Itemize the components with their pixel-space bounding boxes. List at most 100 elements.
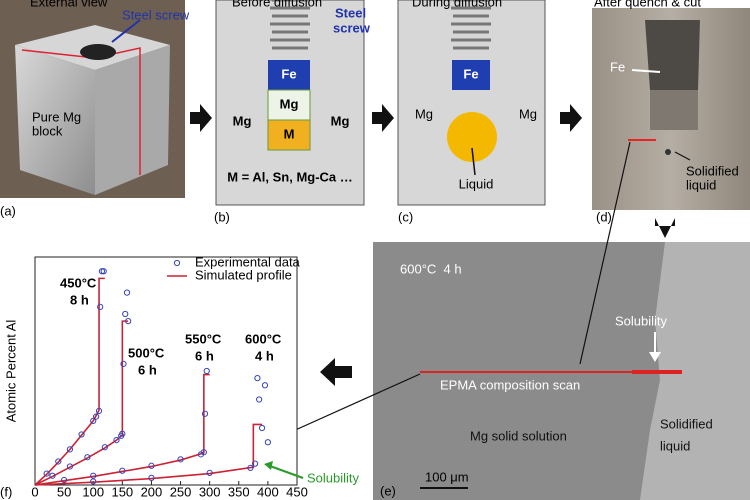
annotation: Solubility	[615, 313, 668, 328]
y-axis-label: Atomic Percent Al	[3, 320, 18, 423]
plot-area	[34, 256, 298, 486]
experimental-point	[61, 476, 68, 484]
m-layer	[267, 119, 311, 151]
region-label: Mg	[519, 106, 537, 121]
experimental-point	[93, 413, 100, 420]
experimental-point	[125, 318, 132, 325]
experimental-point	[254, 375, 261, 382]
panel-title: After quench & cut	[594, 0, 701, 9]
annotation: block	[32, 123, 63, 138]
panel-label: (f)	[0, 484, 12, 499]
cube-left	[15, 45, 95, 195]
series-label: 600°C	[245, 331, 282, 346]
caption: M = Al, Sn, Mg-Ca …	[227, 169, 353, 184]
red-line	[21, 47, 141, 175]
layer-label: M	[284, 126, 295, 141]
flow-arrow	[372, 104, 394, 132]
x-tick-label: 100	[82, 484, 104, 499]
steel-screw	[80, 44, 116, 60]
experimental-point	[251, 460, 259, 467]
annotation-arrow	[269, 465, 304, 479]
simulated-profile	[34, 277, 105, 486]
annotation: Solubility	[307, 470, 360, 485]
experimental-point	[206, 469, 213, 476]
connector	[281, 373, 421, 437]
chart: 0 50 100 150 200 250 300 350 400 450 Atomic Percen…	[0, 254, 360, 499]
screw-thread	[451, 0, 491, 50]
experimental-point	[120, 360, 127, 367]
experimental-point	[247, 464, 254, 471]
cube-right	[95, 45, 170, 195]
simulated-profile	[34, 373, 210, 486]
experimental-point	[261, 382, 269, 389]
panel-label: (b)	[214, 209, 230, 224]
series-label: 550°C	[185, 331, 222, 346]
experimental-point	[55, 458, 62, 465]
annotation: Steel	[335, 5, 366, 20]
flow-arrow	[190, 104, 212, 132]
panel-label: (a)	[0, 203, 16, 218]
series-label: 4 h	[255, 348, 274, 363]
annotation: Liquid	[459, 176, 494, 191]
x-tick-label: 250	[170, 484, 192, 499]
panel-c: Fe Liquid Mg Mg During diffusion (c)	[397, 0, 546, 224]
series-label: 6 h	[138, 362, 157, 377]
arrow-head	[649, 352, 661, 362]
series-label: 8 h	[70, 292, 89, 307]
panel-title: Before diffusion	[232, 0, 322, 9]
experimental-point	[201, 410, 209, 417]
annotation: EPMA composition scan	[440, 377, 580, 392]
region-label: Mg solid solution	[470, 428, 567, 443]
annotation: Solidified	[686, 163, 739, 178]
experimental-point	[97, 303, 104, 310]
region-label: Mg	[415, 106, 433, 121]
simulated-profile	[34, 320, 129, 486]
experimental-point	[95, 407, 103, 414]
experimental-point	[78, 431, 85, 438]
experimental-point	[122, 310, 129, 318]
x-tick-label: 350	[228, 484, 250, 499]
flow-arrow	[320, 358, 352, 386]
flow-arrow	[560, 104, 582, 132]
x-tick-label: 450	[286, 484, 308, 499]
fe-layer	[268, 60, 310, 90]
panel-title: During diffusion	[412, 0, 502, 9]
x-tick-label: 200	[141, 484, 163, 499]
flow-arrow	[655, 218, 675, 238]
arrow	[111, 19, 141, 43]
panel-label: (c)	[398, 209, 413, 224]
experimental-point	[148, 474, 155, 481]
experimental-point	[119, 467, 126, 474]
legend-label: Simulated profile	[195, 267, 292, 282]
connector	[579, 141, 631, 365]
legend-label: Experimental data	[195, 254, 301, 269]
x-tick-label: 300	[199, 484, 221, 499]
x-tick-label: 0	[31, 484, 38, 499]
block	[397, 0, 546, 206]
experimental-point	[90, 417, 97, 424]
x-tick-label: 50	[57, 484, 71, 499]
region-label: Solidified	[660, 416, 713, 431]
experimental-point	[98, 268, 106, 275]
scale-label: 100 μm	[425, 469, 469, 484]
experimental-point	[100, 268, 107, 275]
fe-layer	[452, 60, 490, 90]
experimental-point	[101, 444, 108, 451]
layer-label: Fe	[463, 66, 478, 81]
experimental-point	[43, 470, 50, 477]
experimental-point	[119, 430, 126, 437]
layer-label: Fe	[281, 66, 296, 81]
experimental-point	[264, 439, 271, 446]
panel-title: External view	[30, 0, 108, 9]
experimental-point	[203, 367, 210, 375]
x-tick-label: 400	[257, 484, 279, 499]
experimental-point	[123, 289, 131, 296]
annotation: screw	[333, 20, 371, 35]
panel-label: (e)	[380, 483, 396, 498]
screw-thread	[270, 0, 310, 50]
region-label: liquid	[660, 438, 690, 453]
annotation: liquid	[686, 177, 716, 192]
experimental-point	[66, 463, 74, 470]
experimental-point	[256, 396, 263, 403]
